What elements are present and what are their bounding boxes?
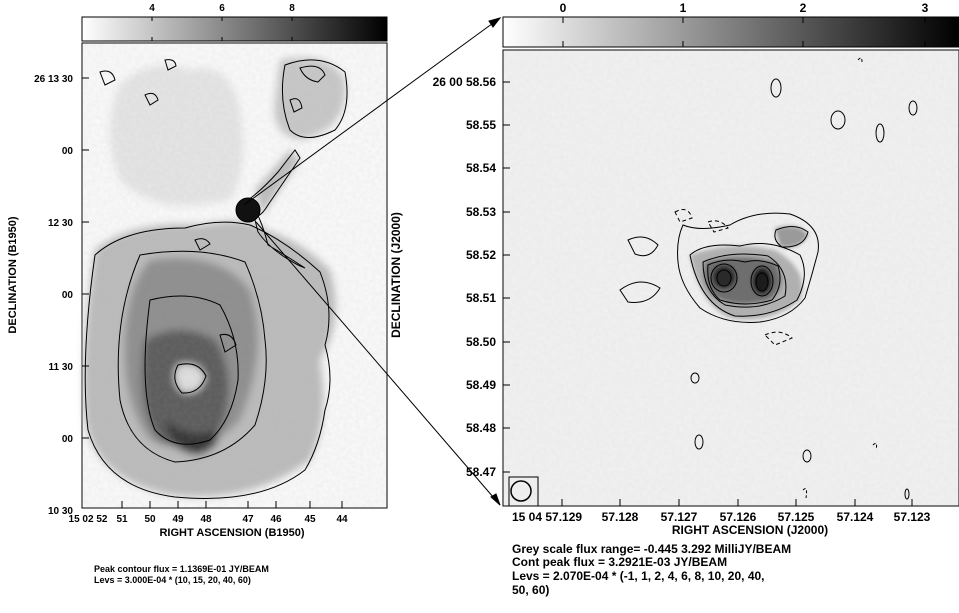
right-ra-tick-label: 15 04 57.129 <box>512 510 582 524</box>
right-dec-tick-label: 58.47 <box>466 465 496 479</box>
right-caption-levs: Levs = 2.070E-04 * (-1, 1, 2, 4, 6, 8, 1… <box>512 569 765 583</box>
right-dec-tick-label: 58.53 <box>466 205 496 219</box>
right-cbar-tick-label: 1 <box>680 1 687 15</box>
left-ra-tick-label: 15 02 52 <box>69 514 108 525</box>
left-ra-tick-label: 46 <box>270 514 282 525</box>
left-y-axis-title: DECLINATION (B1950) <box>7 216 19 333</box>
right-dec-tick-label: 58.48 <box>466 421 496 435</box>
left-dec-tick-label: 11 30 <box>49 362 74 373</box>
left-panel: 4 6 8 <box>7 3 388 585</box>
right-dec-tick-label: 58.52 <box>466 248 496 262</box>
left-cbar-tick-label: 4 <box>149 3 155 14</box>
right-ra-tick-label: 57.127 <box>661 510 698 524</box>
right-dec-axis: 26 00 58.56 58.55 58.54 58.53 58.52 58.5… <box>433 75 510 479</box>
right-contours <box>619 57 918 500</box>
left-ra-tick-label: 50 <box>144 514 156 525</box>
right-colorbar <box>502 16 959 48</box>
right-ra-tick-label: 57.128 <box>602 510 639 524</box>
left-dec-tick-label: 00 <box>62 146 74 157</box>
left-caption-levs: Levs = 3.000E-04 * (10, 15, 20, 40, 60) <box>94 575 251 585</box>
left-cbar-tick-label: 6 <box>219 3 225 14</box>
left-dec-tick-label: 00 <box>62 434 74 445</box>
right-beam-marker <box>508 476 539 507</box>
left-dec-tick-label: 12 30 <box>48 218 73 229</box>
right-dec-tick-label: 58.54 <box>466 161 496 175</box>
right-dec-tick-label: 58.50 <box>466 335 496 349</box>
right-caption-levs-cont: 50, 60) <box>512 583 549 597</box>
left-ra-axis: 15 02 52 51 50 49 48 47 46 45 44 <box>69 501 348 525</box>
right-caption-peak: Cont peak flux = 3.2921E-03 JY/BEAM <box>512 555 727 569</box>
right-y-axis-title: DECLINATION (J2000) <box>389 212 403 338</box>
left-contours <box>84 59 348 499</box>
right-cbar-tick-label: 0 <box>560 1 567 15</box>
right-ra-tick-label: 57.123 <box>894 510 931 524</box>
left-ra-tick-label: 44 <box>336 514 348 525</box>
left-ra-tick-label: 49 <box>172 514 184 525</box>
left-ra-tick-label: 48 <box>200 514 212 525</box>
right-ra-tick-label: 57.124 <box>837 510 874 524</box>
left-ra-tick-label: 45 <box>304 514 316 525</box>
right-ra-axis: 15 04 57.129 57.128 57.127 57.126 57.125… <box>512 499 931 524</box>
zoom-connector-arrows <box>243 17 502 506</box>
left-dec-tick-label: 10 30 <box>48 506 73 517</box>
right-dec-tick-label: 58.51 <box>466 291 496 305</box>
right-cbar-tick-label: 2 <box>800 1 807 15</box>
right-colorbar-ticks: 0 1 2 3 <box>560 1 929 47</box>
right-panel: 0 1 2 3 <box>389 1 959 597</box>
left-colorbar-ticks: 4 6 8 <box>149 3 295 41</box>
left-x-axis-title: RIGHT ASCENSION (B1950) <box>159 527 304 539</box>
right-x-axis-title: RIGHT ASCENSION (J2000) <box>672 523 828 537</box>
right-cbar-tick-label: 3 <box>922 1 929 15</box>
left-colorbar <box>81 16 388 42</box>
right-dec-tick-label: 26 00 58.56 <box>433 75 497 89</box>
left-ra-tick-label: 47 <box>242 514 254 525</box>
right-ra-tick-label: 57.125 <box>778 510 815 524</box>
right-caption-greyscale: Grey scale flux range= -0.445 3.292 Mill… <box>512 542 791 556</box>
right-ra-tick-label: 57.126 <box>720 510 757 524</box>
left-caption-peak: Peak contour flux = 1.1369E-01 JY/BEAM <box>94 564 269 574</box>
right-dec-tick-label: 58.55 <box>466 118 496 132</box>
left-dec-tick-label: 26 13 30 <box>34 74 73 85</box>
left-beam-marker <box>235 197 261 223</box>
left-dec-axis: 26 13 30 00 12 30 00 11 30 00 10 30 <box>34 74 89 517</box>
left-dec-tick-label: 00 <box>62 290 74 301</box>
right-dec-tick-label: 58.49 <box>466 378 496 392</box>
left-cbar-tick-label: 8 <box>289 3 295 14</box>
left-ra-tick-label: 51 <box>116 514 128 525</box>
